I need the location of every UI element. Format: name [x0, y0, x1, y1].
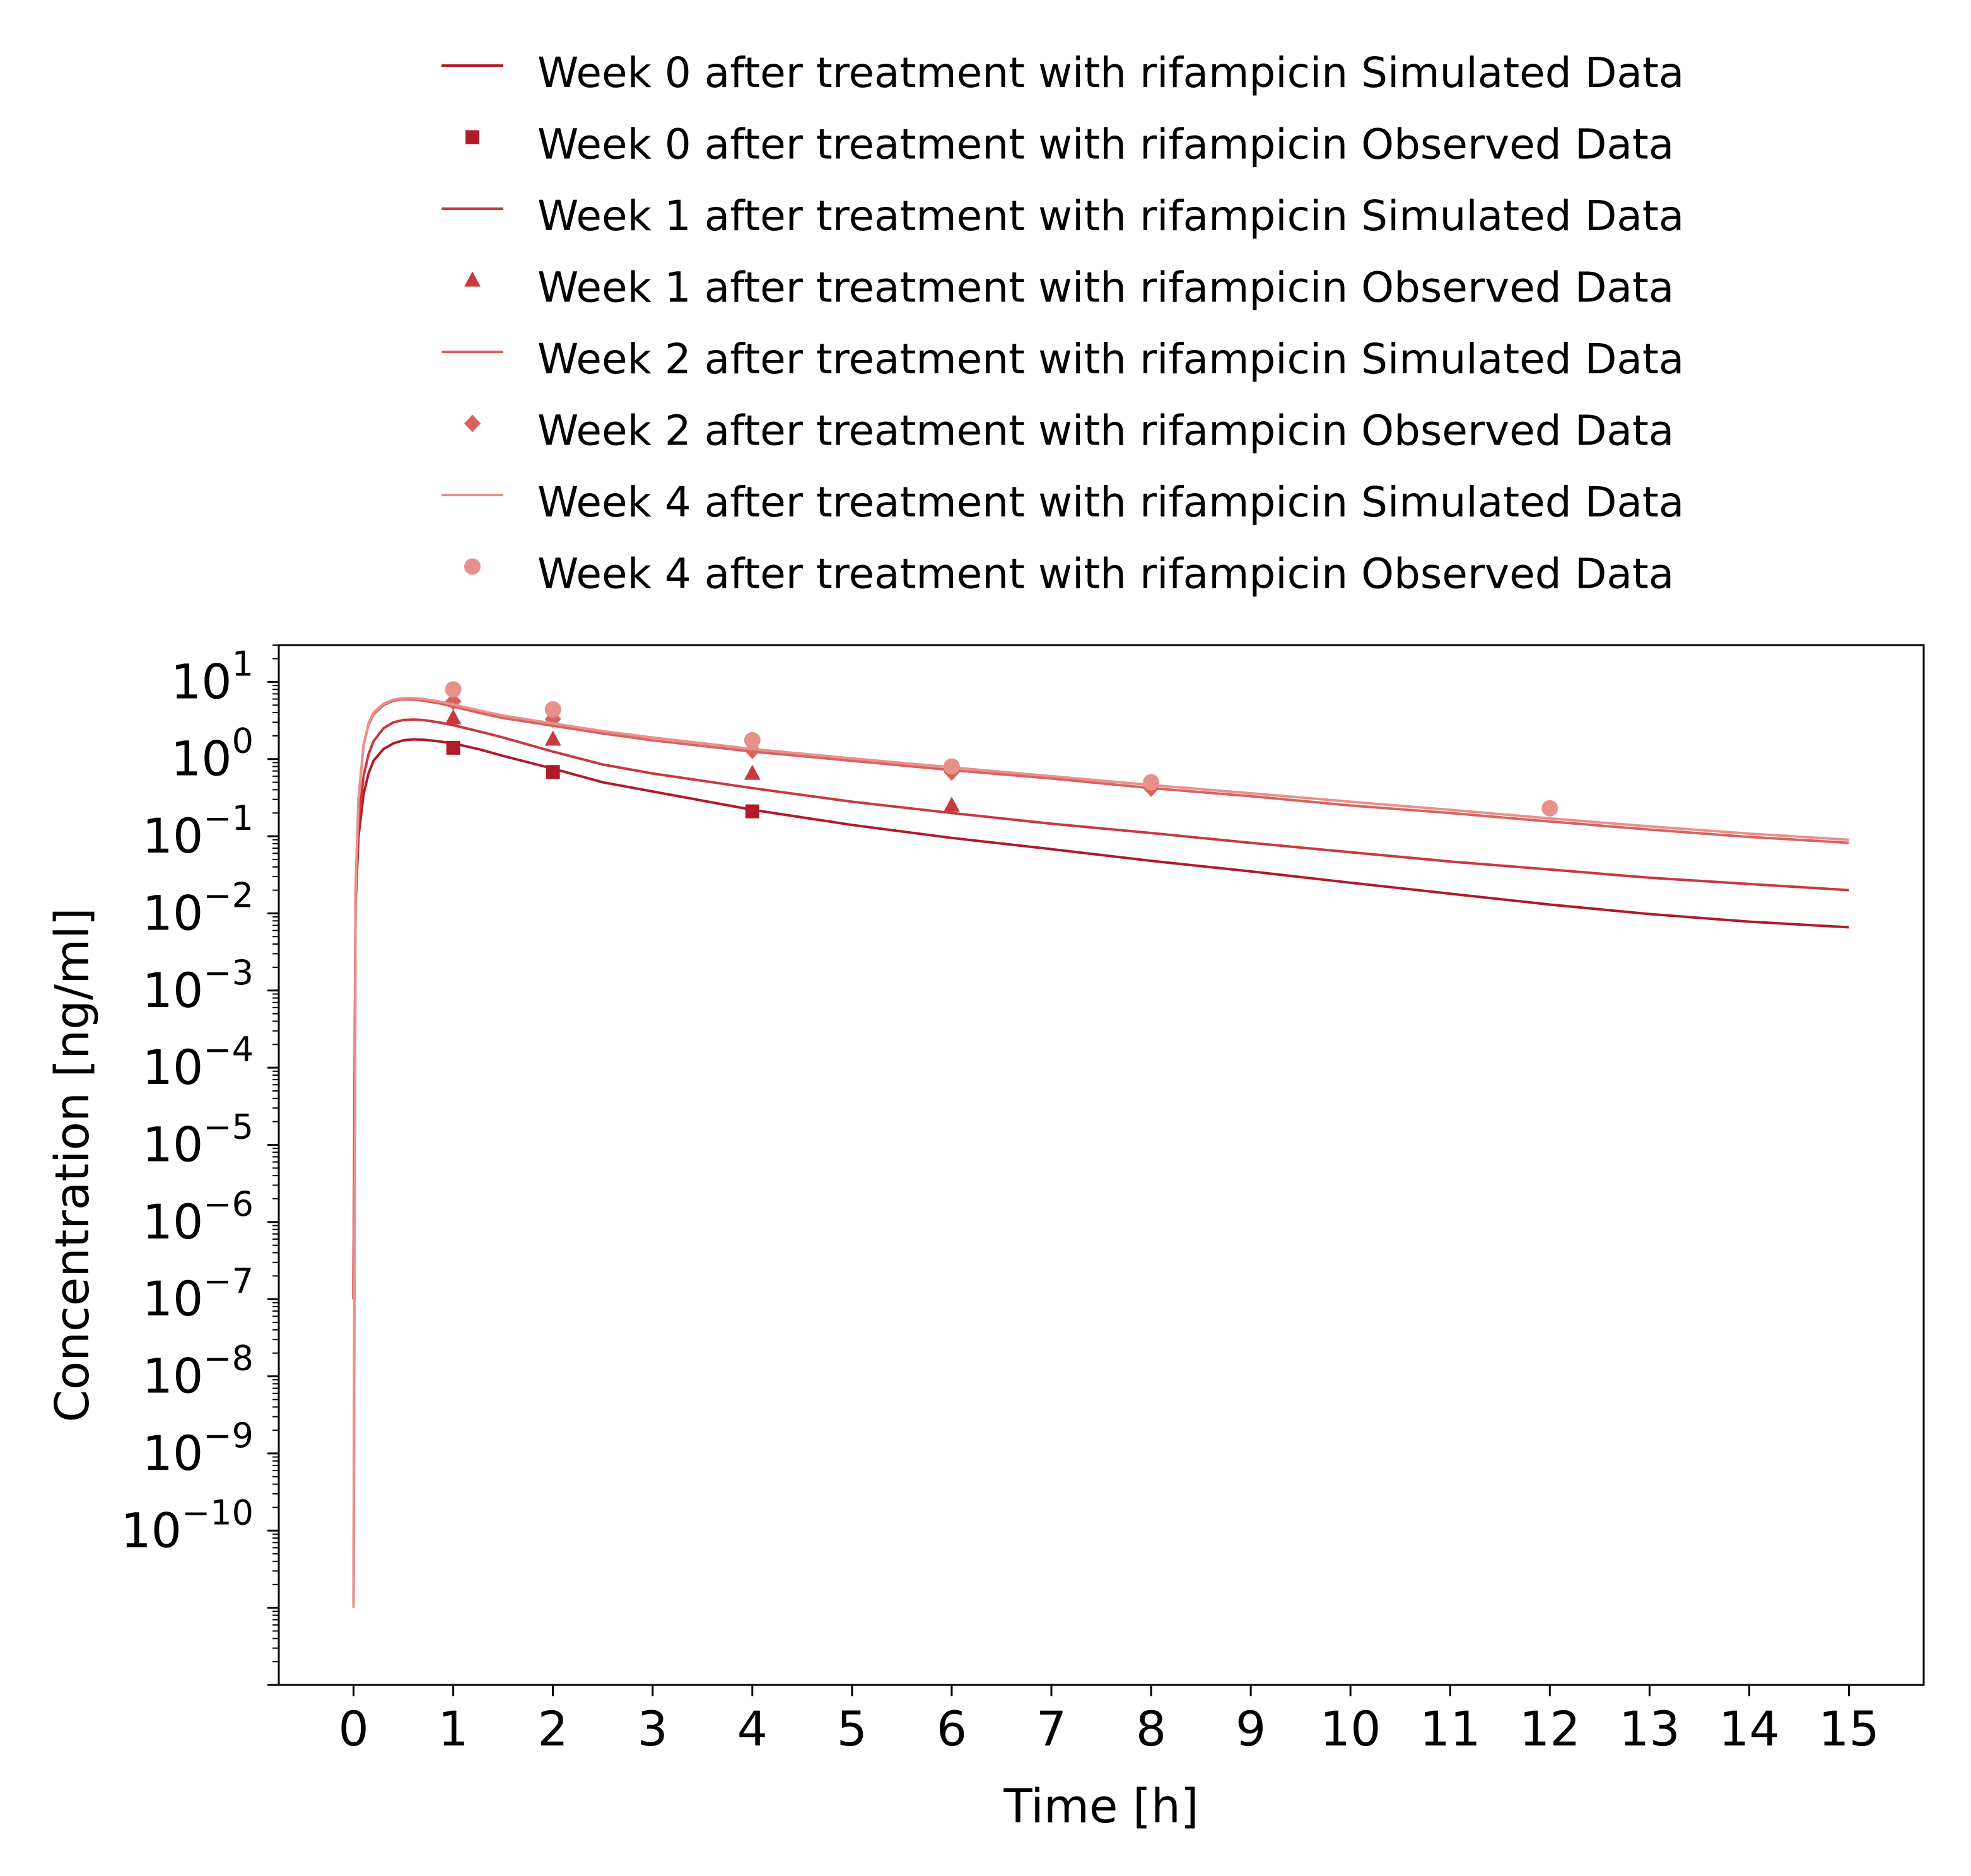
- legend-item: Week 0 after treatment with rifampicin S…: [442, 49, 1684, 97]
- x-tick-label: 9: [1236, 1701, 1266, 1757]
- x-tick-label: 4: [737, 1701, 768, 1757]
- legend-item: Week 4 after treatment with rifampicin S…: [442, 478, 1684, 527]
- y-tick-label: 10−7: [143, 1261, 254, 1327]
- x-axis: 0 1 2 3 4 5 6 7 8 9 10 11 12 13 14 15: [338, 1685, 1880, 1757]
- y-tick-label: 100: [171, 721, 254, 787]
- legend-label: Week 0 after treatment with rifampicin O…: [537, 120, 1674, 169]
- legend-item: Week 1 after treatment with rifampicin O…: [464, 264, 1674, 312]
- y-tick-label: 10−3: [143, 953, 254, 1018]
- series-4: [445, 709, 960, 812]
- y-axis-label: Concentration [ng/ml]: [45, 907, 100, 1422]
- x-tick-label: 2: [537, 1701, 568, 1757]
- series-1: [352, 738, 1849, 1300]
- legend-marker-swatch: [464, 271, 481, 287]
- series-5: [352, 697, 1849, 1608]
- legend-label: Week 2 after treatment with rifampicin S…: [537, 335, 1684, 383]
- data-point-marker: [544, 730, 561, 746]
- plot-frame: [278, 644, 1925, 1686]
- data-point-marker: [445, 709, 462, 725]
- y-tick-label: 10−5: [143, 1107, 254, 1173]
- series-line: [352, 697, 1849, 1608]
- x-tick-label: 14: [1719, 1701, 1780, 1757]
- legend: Week 0 after treatment with rifampicin S…: [442, 49, 1684, 598]
- series-2: [446, 740, 759, 819]
- series-line: [352, 718, 1849, 1300]
- x-tick-label: 12: [1519, 1701, 1581, 1757]
- legend-item: Week 2 after treatment with rifampicin S…: [442, 335, 1684, 383]
- legend-label: Week 0 after treatment with rifampicin S…: [537, 49, 1684, 97]
- data-point-marker: [445, 681, 462, 698]
- x-tick-label: 7: [1036, 1701, 1067, 1757]
- data-point-marker: [1541, 800, 1559, 817]
- series-3: [352, 718, 1849, 1300]
- data-point-marker: [1143, 774, 1160, 791]
- legend-item: Week 2 after treatment with rifampicin O…: [464, 407, 1674, 455]
- data-point-marker: [745, 804, 759, 819]
- x-tick-label: 0: [338, 1701, 368, 1757]
- legend-marker-swatch: [464, 414, 481, 433]
- series-line: [352, 697, 1849, 1608]
- x-tick-label: 6: [937, 1701, 967, 1757]
- legend-label: Week 2 after treatment with rifampicin O…: [537, 407, 1674, 455]
- legend-marker-swatch: [464, 558, 481, 575]
- x-tick-label: 10: [1320, 1701, 1381, 1757]
- series-7: [352, 697, 1849, 1608]
- series-line: [352, 738, 1849, 1300]
- x-tick-label: 15: [1818, 1701, 1880, 1757]
- data-point-marker: [943, 758, 960, 775]
- legend-item: Week 4 after treatment with rifampicin O…: [464, 550, 1674, 598]
- y-tick-label: 10−2: [143, 875, 254, 941]
- legend-marker-swatch: [465, 130, 479, 144]
- x-tick-label: 1: [438, 1701, 468, 1757]
- data-point-marker: [446, 740, 460, 755]
- legend-label: Week 1 after treatment with rifampicin O…: [537, 264, 1674, 312]
- plot-area: 0 1 2 3 4 5 6 7 8 9 10 11 12 13 14 15 10110010−110−210−…: [120, 644, 1925, 1757]
- data-point-marker: [943, 796, 960, 812]
- series-layer: [352, 681, 1849, 1608]
- y-axis: 101 100 10−1 10−2 10−3 10−4 10−5 10−6 10−7 10−8 10…: [120, 644, 279, 1686]
- legend-item: Week 1 after treatment with rifampicin S…: [442, 192, 1684, 240]
- data-point-marker: [744, 764, 761, 780]
- y-tick-label: 10−4: [143, 1030, 254, 1095]
- data-point-marker: [744, 731, 761, 749]
- x-tick-label: 8: [1136, 1701, 1166, 1757]
- y-tick-label: 10−9: [143, 1416, 254, 1481]
- x-tick-label: 3: [638, 1701, 668, 1757]
- y-tick-label: 10−10: [120, 1493, 254, 1558]
- legend-item: Week 0 after treatment with rifampicin O…: [465, 120, 1674, 169]
- x-tick-label: 5: [837, 1701, 867, 1757]
- x-tick-label: 13: [1619, 1701, 1680, 1757]
- data-point-marker: [546, 765, 560, 779]
- x-tick-label: 11: [1420, 1701, 1481, 1757]
- x-axis-label: Time [h]: [1003, 1780, 1198, 1834]
- data-point-marker: [544, 701, 561, 718]
- y-tick-label: 10−1: [143, 798, 254, 864]
- legend-label: Week 4 after treatment with rifampicin S…: [537, 478, 1684, 527]
- legend-label: Week 1 after treatment with rifampicin S…: [537, 192, 1684, 240]
- legend-label: Week 4 after treatment with rifampicin O…: [537, 550, 1674, 598]
- y-tick-label: 10−8: [143, 1339, 254, 1404]
- series-8: [445, 681, 1559, 817]
- y-tick-label: 101: [171, 644, 254, 709]
- y-tick-label: 10−6: [143, 1184, 254, 1250]
